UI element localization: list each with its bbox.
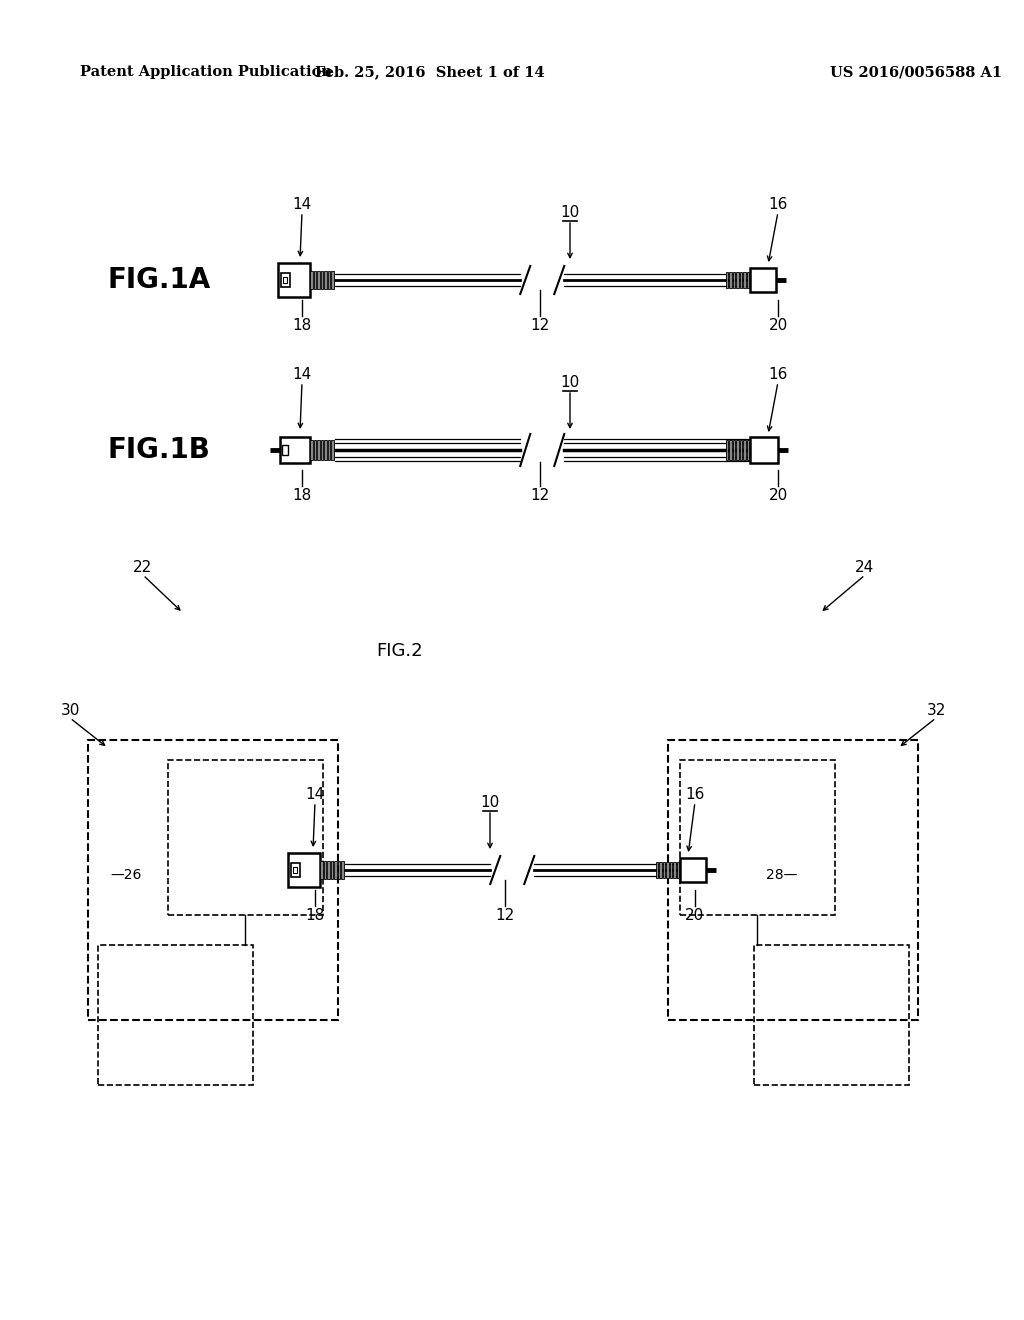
Text: US 2016/0056588 A1: US 2016/0056588 A1 [830, 65, 1002, 79]
Bar [725, 440, 728, 459]
Bar [328, 440, 330, 459]
Bar [680, 760, 835, 915]
Bar [324, 861, 326, 879]
Text: 12: 12 [496, 908, 515, 923]
Bar [313, 440, 316, 459]
Text: 14: 14 [293, 197, 311, 213]
Bar [317, 440, 319, 459]
Text: 18: 18 [305, 908, 325, 923]
Bar [668, 741, 918, 1020]
Bar [750, 268, 776, 292]
Bar [282, 445, 288, 455]
Bar [281, 273, 290, 286]
Text: Patent Application Publication: Patent Application Publication [80, 65, 332, 79]
Bar [666, 862, 669, 878]
Bar [743, 440, 745, 459]
Bar [739, 440, 742, 459]
Bar [736, 272, 738, 288]
Bar [321, 440, 323, 459]
Bar [324, 271, 327, 289]
Bar [280, 437, 310, 463]
Bar [732, 440, 735, 459]
Bar [680, 858, 706, 882]
Text: 10: 10 [560, 375, 580, 389]
Bar [338, 861, 340, 879]
Text: FIG.2: FIG.2 [377, 642, 423, 660]
Bar [754, 945, 909, 1085]
Text: 12: 12 [530, 488, 550, 503]
Bar [319, 861, 323, 879]
Text: 16: 16 [685, 787, 705, 803]
Bar [746, 440, 749, 459]
Text: 14: 14 [293, 367, 311, 381]
Text: 20: 20 [768, 488, 787, 503]
Text: 32: 32 [927, 704, 946, 718]
Bar [293, 867, 297, 873]
Bar [729, 272, 731, 288]
Bar [331, 440, 334, 459]
Text: 10: 10 [560, 205, 580, 220]
Bar [659, 862, 662, 878]
Text: 20: 20 [685, 908, 705, 923]
Text: FIG.1A: FIG.1A [108, 267, 211, 294]
Bar [98, 945, 253, 1085]
Bar [750, 437, 778, 463]
Text: 10: 10 [480, 795, 500, 810]
Bar [743, 272, 745, 288]
Text: 18: 18 [293, 318, 311, 333]
Text: —26: —26 [110, 869, 141, 882]
Text: 30: 30 [60, 704, 80, 718]
Bar [725, 272, 728, 288]
Bar [283, 277, 287, 282]
Bar [324, 440, 327, 459]
Bar [655, 862, 658, 878]
Bar [313, 271, 316, 289]
Bar [739, 272, 742, 288]
Bar [670, 862, 672, 878]
Text: 16: 16 [768, 197, 787, 213]
Bar [677, 862, 679, 878]
Bar [328, 271, 330, 289]
Text: 12: 12 [530, 318, 550, 333]
Bar [278, 263, 310, 297]
Bar [663, 862, 665, 878]
Bar [288, 853, 319, 887]
Bar [729, 440, 731, 459]
Bar [732, 272, 735, 288]
Bar [291, 863, 300, 876]
Bar [746, 272, 749, 288]
Text: 16: 16 [768, 367, 787, 381]
Text: 28—: 28— [766, 869, 798, 882]
Text: 20: 20 [768, 318, 787, 333]
Bar [334, 861, 337, 879]
Bar [168, 760, 323, 915]
Bar [310, 271, 312, 289]
Bar [341, 861, 343, 879]
Text: 24: 24 [855, 560, 874, 576]
Text: 18: 18 [293, 488, 311, 503]
Bar [317, 271, 319, 289]
Bar [331, 271, 334, 289]
Bar [88, 741, 338, 1020]
Text: 14: 14 [305, 787, 325, 803]
Bar [321, 271, 323, 289]
Text: FIG.1B: FIG.1B [108, 436, 211, 465]
Bar [673, 862, 676, 878]
Bar [736, 440, 738, 459]
Text: Feb. 25, 2016  Sheet 1 of 14: Feb. 25, 2016 Sheet 1 of 14 [315, 65, 545, 79]
Bar [331, 861, 333, 879]
Bar [327, 861, 330, 879]
Bar [310, 440, 312, 459]
Text: 22: 22 [133, 560, 153, 576]
